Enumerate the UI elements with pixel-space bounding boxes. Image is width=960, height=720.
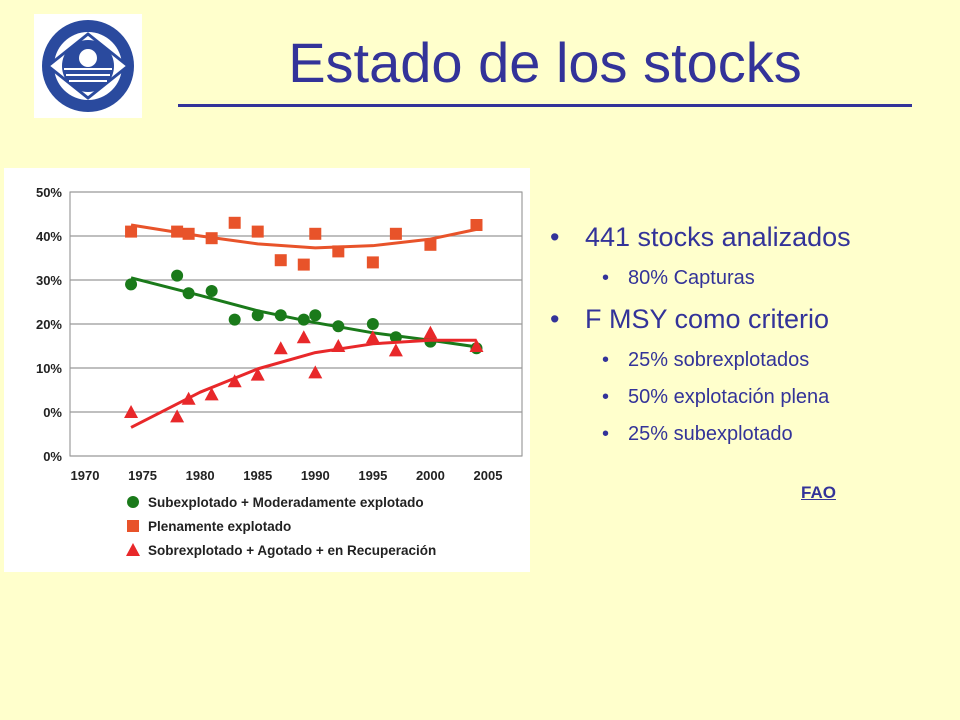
- bullet-text: 50% explotación plena: [628, 386, 830, 408]
- legend-label: Subexplotado + Moderadamente explotado: [148, 495, 424, 510]
- x-tick-label: 1980: [186, 468, 215, 483]
- data-point: [309, 309, 322, 322]
- data-point: [332, 245, 345, 258]
- legend-marker: [127, 496, 139, 508]
- data-point: [251, 225, 264, 238]
- data-point: [170, 409, 185, 423]
- data-point: [227, 374, 242, 388]
- bullet-text: 25% sobrexplotados: [628, 349, 810, 371]
- data-point: [366, 318, 379, 330]
- bullet-text: F MSY como criterio: [585, 304, 830, 334]
- data-point: [423, 325, 438, 339]
- data-point: [274, 309, 287, 322]
- data-point: [308, 365, 323, 379]
- data-point: [297, 313, 310, 326]
- data-point: [365, 330, 380, 344]
- data-point: [171, 269, 184, 282]
- stock-status-chart: 0% 0% 10% 20% 30% 40% 50% 60% 1970 1975 1980 1985 19…: [4, 168, 530, 572]
- y-tick-label: 0%: [43, 405, 62, 420]
- y-tick-label: 0%: [43, 449, 62, 464]
- legend-marker: [127, 520, 139, 532]
- legend-label: Sobrexplotado + Agotado + en Recuperació…: [148, 543, 436, 558]
- data-point: [204, 387, 219, 401]
- y-tick-label: 20%: [36, 317, 62, 332]
- data-point: [171, 225, 184, 238]
- y-tick-label: 30%: [36, 273, 62, 288]
- y-tick-label: 10%: [36, 361, 62, 376]
- data-point: [251, 309, 264, 322]
- data-point: [205, 232, 218, 245]
- x-tick-label: 1985: [243, 468, 272, 483]
- data-point: [228, 216, 241, 229]
- data-point: [331, 339, 346, 352]
- bullet-text: 80% Capturas: [628, 267, 755, 289]
- data-point: [273, 341, 288, 355]
- y-tick-label: 60%: [36, 168, 62, 171]
- data-point: [125, 278, 138, 291]
- bullet-subitem: • 25% sobrexplotados: [602, 349, 810, 371]
- bullet-subitem: • 50% explotación plena: [602, 386, 830, 408]
- bullet-subitem: • 25% subexplotado: [602, 423, 793, 445]
- bullet-text: 441 stocks analizados: [585, 222, 851, 252]
- fao-link[interactable]: FAO: [801, 483, 836, 502]
- x-tick-label: 1995: [358, 468, 387, 483]
- data-point: [205, 285, 218, 297]
- data-point: [388, 343, 403, 357]
- x-tick-label: 1990: [301, 468, 330, 483]
- data-point: [125, 225, 138, 238]
- bullet-subitem: • 80% Capturas: [602, 267, 755, 289]
- bullet-text: 25% subexplotado: [628, 423, 793, 445]
- legend-label: Plenamente explotado: [148, 519, 291, 534]
- bullet-item: • F MSY como criterio: [550, 304, 830, 334]
- title-underline: [178, 104, 912, 107]
- data-point: [389, 227, 402, 240]
- data-point: [366, 256, 379, 269]
- x-tick-label: 1975: [128, 468, 157, 483]
- bullet-list: • 441 stocks analizados • 80% Capturas • F …: [550, 222, 950, 460]
- data-point: [181, 391, 196, 405]
- slide-title: Estado de los stocks: [288, 31, 802, 94]
- legend-marker: [126, 543, 140, 556]
- trend-line: [130, 338, 477, 429]
- data-point: [297, 258, 310, 271]
- data-point: [309, 227, 322, 240]
- data-point: [470, 219, 483, 231]
- y-tick-label: 40%: [36, 229, 62, 244]
- data-point: [389, 331, 402, 344]
- data-point: [424, 238, 437, 251]
- x-tick-label: 1970: [71, 468, 100, 483]
- data-point: [296, 330, 311, 344]
- x-tick-label: 2005: [474, 468, 503, 483]
- data-point: [274, 254, 287, 267]
- data-point: [182, 287, 195, 300]
- data-point: [250, 367, 265, 381]
- y-tick-label: 50%: [36, 185, 62, 200]
- data-point: [332, 320, 345, 333]
- data-point: [469, 339, 484, 352]
- data-point: [124, 405, 139, 418]
- ieo-logo: [34, 14, 142, 118]
- data-point: [228, 313, 241, 326]
- bullet-item: • 441 stocks analizados: [550, 222, 851, 252]
- data-point: [182, 227, 195, 240]
- x-tick-label: 2000: [416, 468, 445, 483]
